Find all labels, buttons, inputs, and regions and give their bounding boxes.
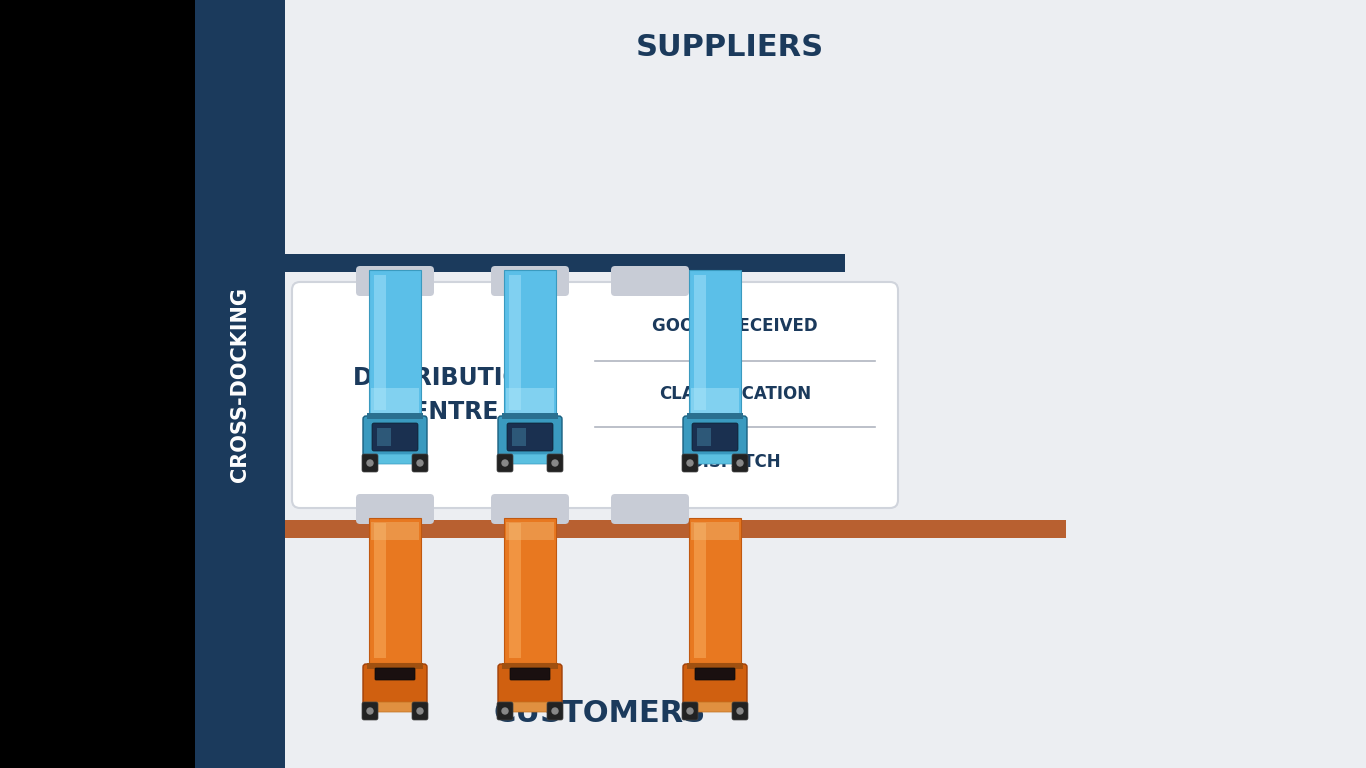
FancyBboxPatch shape	[490, 266, 570, 296]
Circle shape	[367, 460, 373, 466]
Text: CLASSIFICATION: CLASSIFICATION	[658, 385, 811, 403]
Text: SUPPLIERS: SUPPLIERS	[637, 34, 824, 62]
FancyBboxPatch shape	[362, 702, 378, 720]
FancyBboxPatch shape	[363, 416, 428, 460]
FancyBboxPatch shape	[688, 270, 740, 415]
Bar	[195, 0, 285, 768]
Bar	[374, 523, 387, 658]
Bar	[691, 522, 739, 540]
Bar	[377, 428, 391, 446]
FancyBboxPatch shape	[362, 454, 378, 472]
FancyBboxPatch shape	[684, 454, 744, 464]
Bar	[687, 663, 743, 669]
FancyBboxPatch shape	[611, 266, 688, 296]
FancyBboxPatch shape	[365, 702, 425, 712]
Text: CROSS-DOCKING: CROSS-DOCKING	[229, 286, 250, 482]
FancyBboxPatch shape	[682, 454, 698, 472]
Circle shape	[738, 460, 743, 466]
Bar	[510, 275, 520, 410]
FancyBboxPatch shape	[695, 668, 735, 680]
Bar	[697, 428, 710, 446]
Bar	[510, 523, 520, 658]
Bar	[367, 413, 423, 419]
FancyBboxPatch shape	[684, 702, 744, 712]
Bar	[374, 275, 387, 410]
Bar	[501, 663, 557, 669]
Bar	[285, 0, 1366, 768]
Text: DISPATCH: DISPATCH	[690, 453, 781, 472]
FancyBboxPatch shape	[507, 423, 553, 451]
Circle shape	[501, 708, 508, 714]
FancyBboxPatch shape	[682, 702, 698, 720]
Bar	[687, 413, 743, 419]
FancyBboxPatch shape	[413, 702, 428, 720]
Bar	[0, 0, 195, 768]
FancyBboxPatch shape	[357, 266, 434, 296]
Circle shape	[687, 460, 693, 466]
Bar	[367, 663, 423, 669]
Bar	[694, 275, 706, 410]
FancyBboxPatch shape	[357, 494, 434, 524]
FancyBboxPatch shape	[683, 416, 747, 460]
FancyBboxPatch shape	[365, 454, 425, 464]
Bar	[505, 522, 555, 540]
FancyBboxPatch shape	[732, 702, 749, 720]
Circle shape	[417, 708, 423, 714]
FancyBboxPatch shape	[499, 416, 561, 460]
Bar	[372, 522, 419, 540]
Bar	[372, 388, 419, 413]
Circle shape	[417, 460, 423, 466]
FancyBboxPatch shape	[510, 668, 550, 680]
FancyBboxPatch shape	[376, 668, 415, 680]
FancyBboxPatch shape	[683, 664, 747, 708]
Circle shape	[738, 708, 743, 714]
Text: DISTRIBUTION
CENTRE: DISTRIBUTION CENTRE	[352, 366, 544, 424]
FancyBboxPatch shape	[369, 518, 421, 663]
FancyBboxPatch shape	[292, 282, 897, 508]
Text: CUSTOMERS: CUSTOMERS	[494, 699, 706, 727]
Circle shape	[687, 708, 693, 714]
Bar	[285, 520, 1065, 538]
Bar	[694, 523, 706, 658]
FancyBboxPatch shape	[500, 702, 560, 712]
FancyBboxPatch shape	[732, 454, 749, 472]
FancyBboxPatch shape	[499, 664, 561, 708]
FancyBboxPatch shape	[504, 518, 556, 663]
Text: GOODS RECEIVED: GOODS RECEIVED	[652, 316, 818, 335]
Bar	[285, 254, 846, 272]
FancyBboxPatch shape	[693, 423, 738, 451]
FancyBboxPatch shape	[372, 423, 418, 451]
FancyBboxPatch shape	[497, 454, 514, 472]
Circle shape	[501, 460, 508, 466]
Bar	[691, 388, 739, 413]
FancyBboxPatch shape	[413, 454, 428, 472]
Bar	[501, 413, 557, 419]
Bar	[512, 428, 526, 446]
Circle shape	[367, 708, 373, 714]
FancyBboxPatch shape	[500, 454, 560, 464]
FancyBboxPatch shape	[688, 518, 740, 663]
FancyBboxPatch shape	[504, 270, 556, 415]
Bar	[505, 388, 555, 413]
Circle shape	[552, 460, 557, 466]
FancyBboxPatch shape	[490, 494, 570, 524]
Circle shape	[552, 708, 557, 714]
FancyBboxPatch shape	[497, 702, 514, 720]
FancyBboxPatch shape	[546, 454, 563, 472]
FancyBboxPatch shape	[611, 494, 688, 524]
FancyBboxPatch shape	[363, 664, 428, 708]
FancyBboxPatch shape	[546, 702, 563, 720]
FancyBboxPatch shape	[369, 270, 421, 415]
